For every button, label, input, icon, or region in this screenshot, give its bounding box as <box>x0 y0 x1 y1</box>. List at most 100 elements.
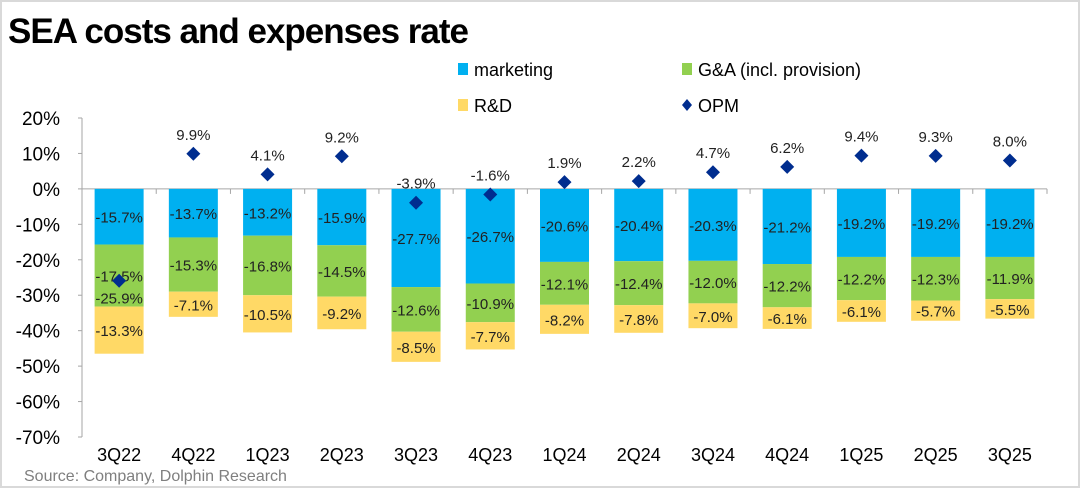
bar-marketing <box>911 188 961 257</box>
bar-data-label: -5.7% <box>916 304 955 321</box>
y-tick-label: 20% <box>22 109 60 130</box>
bar-data-label: -12.1% <box>541 276 589 293</box>
bar-marketing <box>540 188 589 262</box>
bar-data-label: -10.5% <box>244 307 292 324</box>
opm-data-label: 9.3% <box>919 129 953 146</box>
bar-data-label: -10.9% <box>467 296 515 313</box>
bar-data-label: -7.8% <box>619 312 658 329</box>
bar-rd <box>317 296 367 330</box>
bar-ga <box>540 261 589 305</box>
bar-data-label: -21.2% <box>763 219 811 236</box>
legend-swatch <box>458 99 468 111</box>
bar-marketing <box>762 188 812 265</box>
bar-data-label: -27.7% <box>392 231 440 248</box>
bar-data-label: -20.6% <box>541 218 589 235</box>
x-tick-label: 3Q23 <box>394 445 438 465</box>
bar-rd <box>540 304 589 334</box>
x-tick-label: 2Q25 <box>914 445 958 465</box>
bar-rd <box>243 295 293 333</box>
bar-ga <box>614 261 664 306</box>
x-tick-label: 4Q23 <box>468 445 512 465</box>
bar-ga <box>985 256 1035 300</box>
opm-marker <box>557 175 572 190</box>
bar-data-label: -15.9% <box>318 210 366 227</box>
x-tick-label: 3Q24 <box>691 445 735 465</box>
legend-label: R&D <box>474 96 512 116</box>
x-tick-label: 4Q22 <box>171 445 215 465</box>
bar-ga <box>168 237 218 292</box>
opm-data-label: 4.1% <box>250 147 284 164</box>
opm-marker <box>631 174 646 189</box>
opm-marker <box>112 273 127 288</box>
x-tick-label: 2Q23 <box>320 445 364 465</box>
bar-rd <box>168 291 218 317</box>
bar-ga <box>836 256 886 301</box>
bar-data-label: -26.7% <box>467 229 515 246</box>
bar-data-label: -15.7% <box>95 210 143 227</box>
opm-data-label: 9.9% <box>176 127 210 144</box>
bar-data-label: -13.2% <box>244 205 292 222</box>
bar-rd <box>391 331 441 362</box>
y-tick-label: 0% <box>33 180 61 201</box>
opm-data-label: 1.9% <box>547 155 581 172</box>
bar-data-label: -16.8% <box>244 258 292 275</box>
bar-marketing <box>836 188 886 257</box>
bar-data-label: -7.7% <box>471 329 510 346</box>
bar-ga <box>391 287 441 332</box>
bar-data-label: -7.0% <box>693 309 732 326</box>
opm-data-label: -3.9% <box>396 176 435 193</box>
bar-rd <box>985 299 1035 319</box>
opm-marker <box>186 146 201 161</box>
bar-data-label: -14.5% <box>318 264 366 281</box>
bar-rd <box>762 307 812 329</box>
y-tick-label: -30% <box>16 286 60 307</box>
bar-ga <box>911 256 961 301</box>
bar-data-label: -8.2% <box>545 312 584 329</box>
bar-marketing <box>614 188 664 262</box>
x-tick-label: 3Q25 <box>988 445 1032 465</box>
opm-marker <box>483 187 498 202</box>
bar-data-label: -12.3% <box>912 272 960 289</box>
bar-rd <box>688 303 738 329</box>
x-tick-label: 1Q23 <box>246 445 290 465</box>
opm-marker <box>854 148 869 163</box>
opm-marker <box>705 165 720 180</box>
bar-rd <box>465 322 515 350</box>
bar-rd <box>911 300 961 321</box>
bar-rd <box>94 306 144 354</box>
bar-data-label: -5.5% <box>990 302 1029 319</box>
x-tick-label: 1Q24 <box>542 445 586 465</box>
x-tick-label: 3Q22 <box>97 445 141 465</box>
opm-data-label: 2.2% <box>622 154 656 171</box>
opm-data-label: 9.4% <box>844 129 878 146</box>
opm-data-label: -25.9% <box>95 291 143 308</box>
bar-data-label: -13.7% <box>170 206 218 223</box>
bar-data-label: -12.2% <box>763 279 811 296</box>
legend-swatch <box>682 63 692 75</box>
bar-data-label: -12.0% <box>689 275 737 292</box>
legend-swatch <box>458 63 468 75</box>
bar-data-label: -19.2% <box>838 216 886 233</box>
chart-title: SEA costs and expenses rate <box>8 12 469 51</box>
opm-marker <box>780 159 795 174</box>
bar-ga <box>317 245 367 297</box>
bar-marketing <box>688 188 738 261</box>
x-tick-label: 4Q24 <box>765 445 809 465</box>
opm-data-label: -1.6% <box>471 168 510 185</box>
y-tick-label: -60% <box>16 393 60 414</box>
bar-data-label: -19.2% <box>986 216 1034 233</box>
y-tick-label: -20% <box>16 251 60 272</box>
bar-data-label: -6.1% <box>842 304 881 321</box>
y-tick-label: -50% <box>16 357 60 378</box>
bar-data-label: -15.3% <box>170 258 218 275</box>
opm-data-label: 6.2% <box>770 140 804 157</box>
bar-data-label: -11.9% <box>987 271 1033 288</box>
bar-data-label: -7.1% <box>174 297 213 314</box>
bar-ga <box>762 264 812 308</box>
opm-data-label: 4.7% <box>696 145 730 162</box>
opm-marker <box>409 195 424 210</box>
bar-marketing <box>985 188 1035 257</box>
bar-data-label: -8.5% <box>396 340 435 357</box>
bar-data-label: -9.2% <box>322 306 361 323</box>
